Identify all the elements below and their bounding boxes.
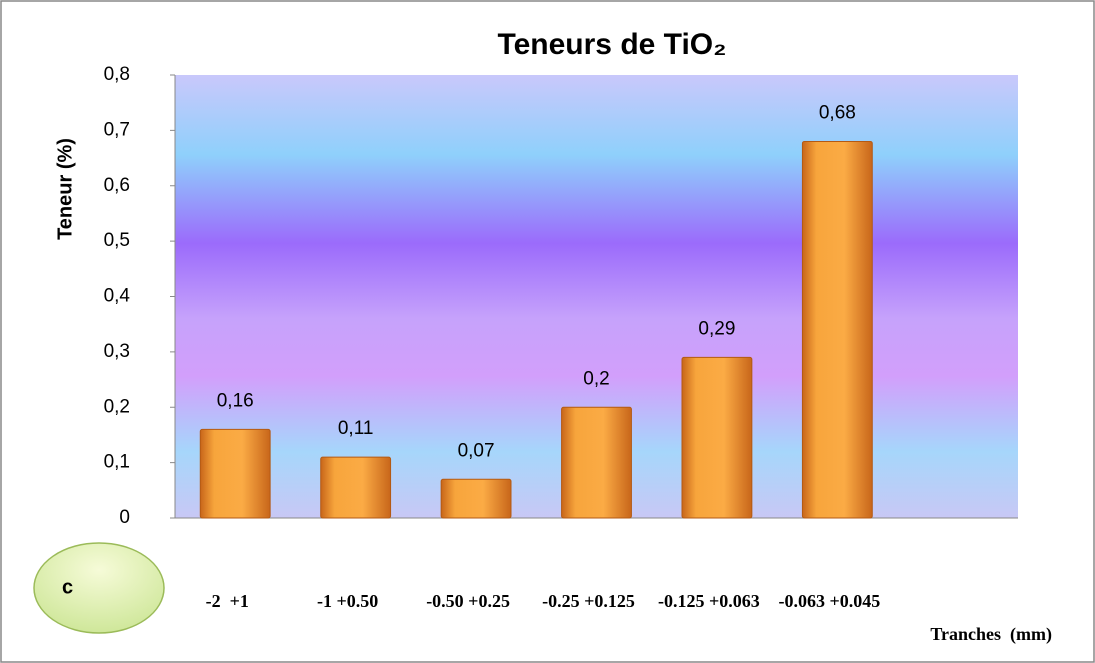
- y-tick-label: 0,5: [104, 230, 130, 251]
- x-tick-label: -0.50 +0.25: [426, 591, 510, 611]
- annotation: c: [62, 576, 73, 598]
- y-tick-label: 0,7: [104, 119, 130, 140]
- data-label: 0,11: [338, 418, 374, 439]
- x-tick-label: -1 +0.50: [317, 591, 378, 611]
- x-tick-label: -0.063 +0.045: [778, 591, 880, 611]
- data-label: 0,29: [698, 318, 735, 339]
- y-tick-label: 0,1: [104, 452, 130, 473]
- data-label: 0,68: [819, 102, 856, 123]
- data-label: 0,16: [217, 390, 254, 411]
- x-tick-label: -0.25 +0.125: [542, 591, 635, 611]
- chart-title: Teneurs de TiO₂: [498, 28, 727, 61]
- data-label: 0,2: [583, 368, 609, 389]
- y-tick-label: 0,4: [104, 286, 131, 307]
- y-tick-label: 0,2: [104, 396, 130, 417]
- y-tick-label: 0: [119, 507, 130, 528]
- y-tick-label: 0,6: [104, 175, 130, 196]
- y-axis-label: Teneur (%): [54, 138, 76, 240]
- data-label: 0,07: [458, 440, 495, 461]
- bar: [199, 428, 271, 519]
- annotation-badge: [33, 542, 165, 634]
- bar: [561, 406, 632, 519]
- bar: [440, 478, 512, 519]
- y-tick-label: 0,8: [104, 64, 130, 85]
- x-tick-label: -0.125 +0.063: [658, 591, 760, 611]
- y-tick-label: 0,3: [104, 341, 130, 362]
- x-tick-label: -2 +1: [206, 591, 249, 611]
- bar: [320, 456, 392, 519]
- bar: [681, 356, 753, 519]
- x-axis-label: Tranches (mm): [930, 624, 1052, 645]
- bar: [801, 140, 873, 519]
